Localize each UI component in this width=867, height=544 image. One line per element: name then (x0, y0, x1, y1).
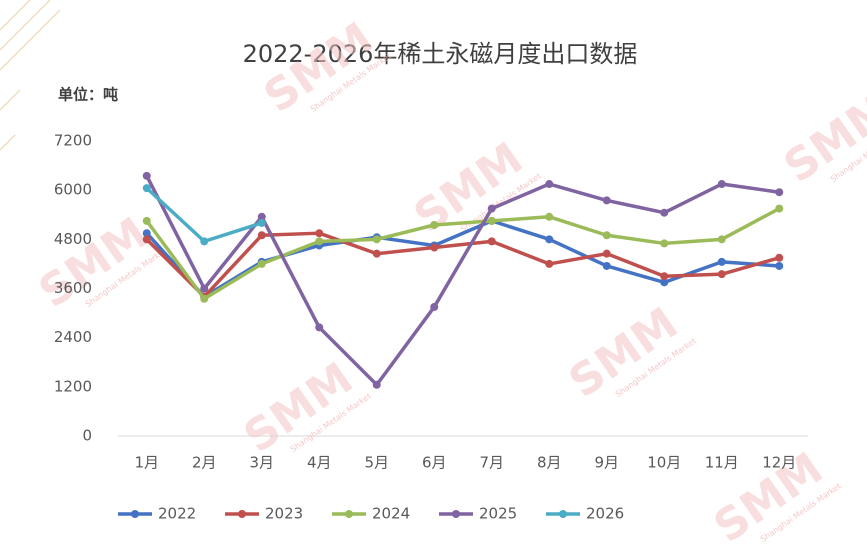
marker (545, 259, 554, 268)
marker (660, 239, 669, 248)
y-tick-label: 1200 (54, 377, 92, 395)
marker (372, 380, 381, 389)
marker (372, 249, 381, 258)
marker (660, 272, 669, 281)
marker (257, 212, 266, 221)
legend-label: 2025 (479, 505, 517, 523)
legend-marker (345, 510, 353, 518)
x-tick-label: 4月 (307, 454, 332, 472)
marker (372, 235, 381, 244)
marker (142, 171, 151, 180)
marker (545, 235, 554, 244)
marker (315, 229, 324, 238)
marker (775, 253, 784, 262)
marker (142, 184, 151, 193)
line (145, 231, 780, 299)
marker (487, 204, 496, 213)
line (145, 175, 780, 387)
legend-marker (238, 510, 246, 518)
legend-marker (452, 510, 460, 518)
marker (660, 278, 669, 287)
legend-label: 2026 (586, 505, 624, 523)
marker (142, 235, 151, 244)
x-tick-label: 2月 (192, 454, 217, 472)
x-tick-label: 12月 (762, 454, 796, 472)
line (145, 207, 781, 301)
marker (602, 196, 611, 205)
marker (487, 216, 496, 225)
marker (430, 220, 439, 229)
x-tick-label: 10月 (647, 454, 681, 472)
legend-marker (131, 510, 139, 518)
legend-label: 2024 (372, 505, 410, 523)
marker (775, 188, 784, 197)
line (145, 219, 780, 299)
y-tick-label: 4800 (54, 230, 92, 248)
marker (257, 231, 266, 240)
decoration (0, 0, 61, 151)
legend-marker (559, 510, 567, 518)
marker (430, 302, 439, 311)
y-tick-label: 0 (82, 427, 92, 445)
marker (775, 204, 784, 213)
x-tick-label: 11月 (705, 454, 739, 472)
marker (142, 216, 151, 225)
y-tick-label: 3600 (54, 279, 92, 297)
x-tick-label: 7月 (479, 454, 504, 472)
marker (200, 294, 209, 303)
marker (717, 180, 726, 189)
x-tick-label: 9月 (594, 454, 619, 472)
x-tick-label: 6月 (422, 454, 447, 472)
marker (775, 261, 784, 270)
y-axis-label: 单位：吨 (58, 86, 118, 104)
marker (200, 284, 209, 293)
marker (602, 231, 611, 240)
marker (602, 261, 611, 270)
x-tick-label: 3月 (249, 454, 274, 472)
marker (717, 270, 726, 279)
marker (487, 237, 496, 246)
marker (200, 237, 209, 246)
marker (315, 323, 324, 332)
y-tick-label: 7200 (54, 132, 92, 150)
line (145, 186, 263, 244)
x-tick-label: 8月 (537, 454, 562, 472)
marker (660, 208, 669, 217)
x-tick-label: 5月 (364, 454, 389, 472)
marker (257, 218, 266, 227)
chart-title: 2022-2026年稀土永磁月度出口数据 (243, 40, 638, 68)
legend-label: 2022 (158, 505, 196, 523)
marker (717, 257, 726, 266)
y-tick-label: 2400 (54, 328, 92, 346)
marker (602, 249, 611, 258)
y-tick-label: 6000 (54, 181, 92, 199)
marker (545, 212, 554, 221)
legend-label: 2023 (265, 505, 303, 523)
marker (257, 259, 266, 268)
marker (430, 243, 439, 252)
marker (142, 229, 151, 238)
marker (315, 237, 324, 246)
watermark: SMM (775, 83, 867, 193)
marker (717, 235, 726, 244)
marker (545, 180, 554, 189)
x-tick-label: 1月 (134, 454, 159, 472)
